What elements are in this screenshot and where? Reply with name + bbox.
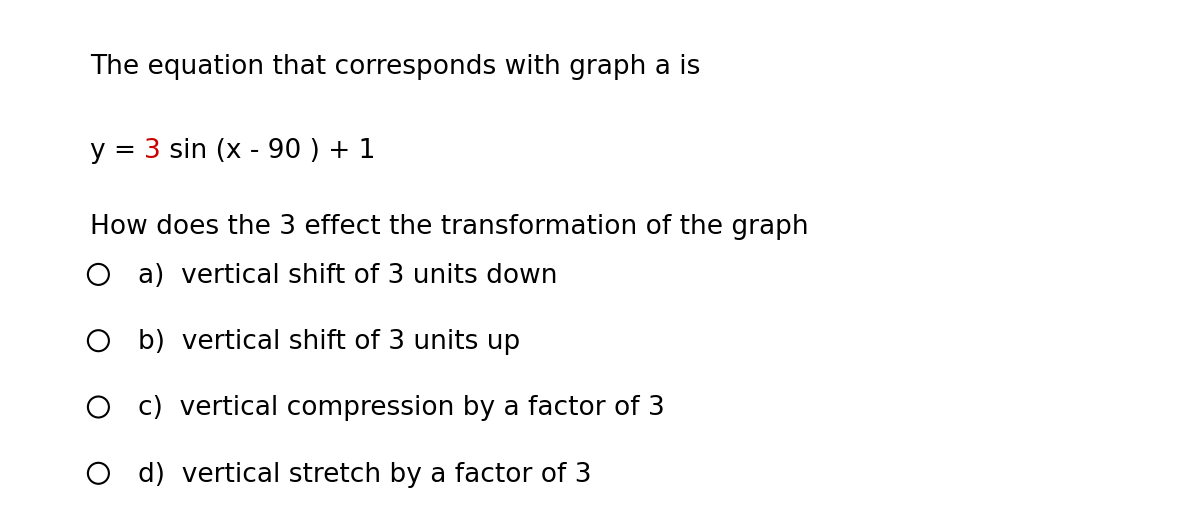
Text: sin (x - 90 ) + 1: sin (x - 90 ) + 1 [161,137,376,163]
Text: c)  vertical compression by a factor of 3: c) vertical compression by a factor of 3 [138,394,665,420]
Text: How does the 3 effect the transformation of the graph: How does the 3 effect the transformation… [90,214,809,240]
Text: a)  vertical shift of 3 units down: a) vertical shift of 3 units down [138,262,558,288]
Text: The equation that corresponds with graph a is: The equation that corresponds with graph… [90,53,701,79]
Text: y =: y = [90,137,144,163]
Text: b)  vertical shift of 3 units up: b) vertical shift of 3 units up [138,328,521,354]
Text: d)  vertical stretch by a factor of 3: d) vertical stretch by a factor of 3 [138,461,592,487]
Text: 3: 3 [144,137,161,163]
